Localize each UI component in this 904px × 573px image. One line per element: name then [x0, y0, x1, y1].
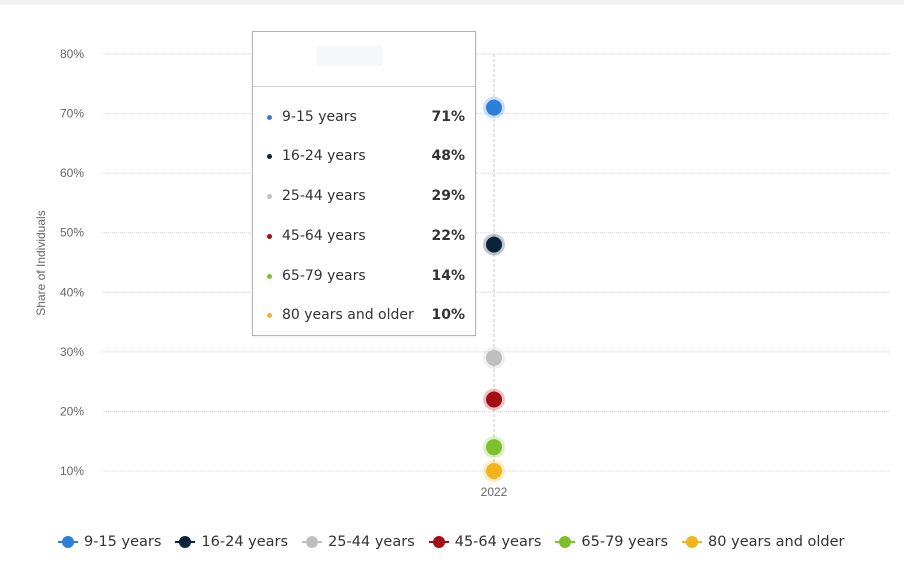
series-dot-icon	[267, 153, 272, 159]
tooltip-series-value: 10%	[431, 307, 465, 323]
tooltip-series-value: 29%	[431, 188, 465, 204]
legend-marker-icon	[682, 532, 703, 552]
legend-label: 25-44 years	[328, 534, 415, 550]
series-dot-icon	[267, 114, 272, 120]
legend-marker-icon	[58, 532, 78, 552]
y-tick-label: 50%	[60, 226, 84, 240]
legend-item[interactable]: 80 years and older	[682, 532, 845, 552]
legend-marker-icon	[302, 532, 323, 552]
tooltip-series-name: 25-44 years	[282, 188, 366, 204]
tooltip: 9-15 years 71% 16-24 years 48% 25-44 years 29…	[252, 31, 476, 336]
y-tick-label: 30%	[60, 345, 84, 359]
x-tick-label: 2022	[481, 485, 508, 499]
tooltip-series-value: 14%	[431, 268, 465, 284]
y-tick-label: 80%	[60, 47, 84, 61]
tooltip-header	[253, 32, 475, 87]
legend-label: 80 years and older	[708, 534, 845, 550]
series-dot-icon	[267, 193, 272, 199]
y-tick-label: 20%	[60, 404, 84, 418]
series-dot-icon	[267, 312, 272, 318]
legend-item[interactable]: 16-24 years	[175, 532, 288, 552]
tooltip-row: 25-44 years 29%	[267, 186, 465, 206]
series-dot-icon	[267, 233, 272, 239]
legend-marker-icon	[555, 532, 576, 552]
data-point[interactable]	[486, 99, 502, 116]
series-dot-icon	[267, 273, 272, 279]
legend-label: 9-15 years	[84, 534, 162, 550]
data-point[interactable]	[486, 349, 502, 366]
legend: 9-15 years 16-24 years 25-44 years 45-64 ye…	[58, 532, 859, 552]
legend-label: 65-79 years	[581, 534, 669, 550]
y-axis-ticks: 10% 20% 30% 40% 50% 60% 70% 80%	[60, 47, 84, 478]
tooltip-series-name: 80 years and older	[282, 307, 414, 323]
data-point[interactable]	[486, 391, 502, 408]
data-point[interactable]	[486, 439, 502, 456]
legend-item[interactable]: 9-15 years	[58, 532, 161, 552]
tooltip-series-value: 48%	[431, 148, 465, 164]
tooltip-series-name: 65-79 years	[282, 268, 366, 284]
data-point[interactable]	[486, 236, 502, 253]
tooltip-row: 16-24 years 48%	[267, 146, 465, 166]
tooltip-series-value: 22%	[431, 228, 465, 244]
y-tick-label: 10%	[60, 464, 84, 478]
legend-marker-icon	[428, 532, 449, 552]
y-tick-label: 70%	[60, 107, 84, 121]
tooltip-series-name: 16-24 years	[282, 148, 366, 164]
top-border	[0, 0, 904, 5]
tooltip-row: 65-79 years 14%	[267, 266, 465, 286]
tooltip-row: 9-15 years 71%	[267, 107, 465, 127]
tooltip-row: 80 years and older 10%	[267, 305, 465, 325]
legend-item[interactable]: 65-79 years	[555, 532, 668, 552]
legend-marker-icon	[175, 532, 196, 552]
data-point[interactable]	[486, 463, 502, 479]
y-tick-label: 40%	[60, 285, 84, 299]
legend-label: 45-64 years	[454, 534, 542, 550]
data-points	[483, 96, 505, 482]
legend-label: 16-24 years	[201, 534, 289, 550]
legend-item[interactable]: 25-44 years	[302, 532, 415, 552]
tooltip-row: 45-64 years 22%	[267, 226, 465, 246]
tooltip-title-placeholder	[317, 46, 383, 66]
x-axis-ticks: 2022	[481, 485, 508, 499]
tooltip-series-value: 71%	[431, 109, 465, 125]
y-tick-label: 60%	[60, 166, 84, 180]
y-axis-title: Share of Individuals	[34, 210, 48, 315]
legend-item[interactable]: 45-64 years	[428, 532, 542, 552]
tooltip-series-name: 45-64 years	[282, 228, 366, 244]
tooltip-series-name: 9-15 years	[282, 109, 357, 125]
